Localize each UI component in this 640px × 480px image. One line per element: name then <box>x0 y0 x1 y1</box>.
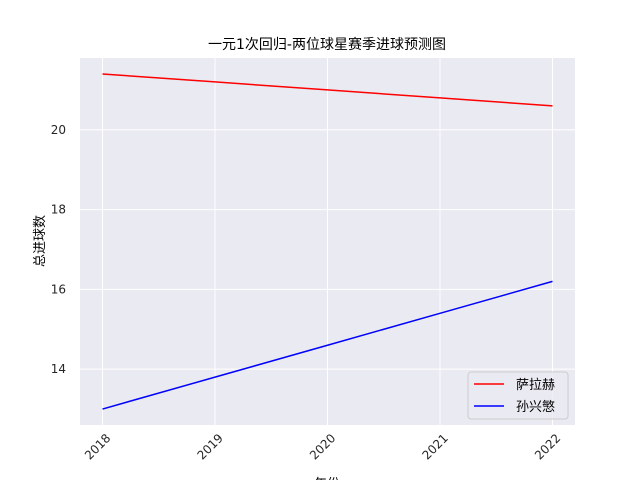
legend-label-salah: 萨拉赫 <box>516 378 555 393</box>
y-tick-label: 14 <box>51 362 66 376</box>
series-line-1 <box>102 280 553 410</box>
x-axis-ticks: 2018 2019 2020 2021 2022 <box>82 431 563 462</box>
legend-label-son: 孙兴慜 <box>516 400 555 415</box>
grid <box>80 58 575 425</box>
x-tick-label: 2019 <box>194 431 225 462</box>
series-lines <box>102 73 553 410</box>
x-tick-label: 2018 <box>82 431 113 462</box>
x-tick-label: 2021 <box>419 431 450 462</box>
legend: 萨拉赫 孙兴慜 <box>467 371 569 420</box>
y-tick-label: 16 <box>51 282 66 296</box>
series-line-0 <box>102 73 553 107</box>
y-axis-label: 总进球数 <box>33 215 48 267</box>
chart-title: 一元1次回归-两位球星赛季进球预测图 <box>208 36 446 53</box>
x-tick-label: 2020 <box>307 431 338 462</box>
y-tick-label: 20 <box>51 123 66 137</box>
x-axis-label: 年份 <box>314 477 340 480</box>
y-tick-label: 18 <box>51 203 66 217</box>
x-tick-label: 2022 <box>532 431 563 462</box>
y-axis-ticks: 14 16 18 20 <box>51 123 66 376</box>
